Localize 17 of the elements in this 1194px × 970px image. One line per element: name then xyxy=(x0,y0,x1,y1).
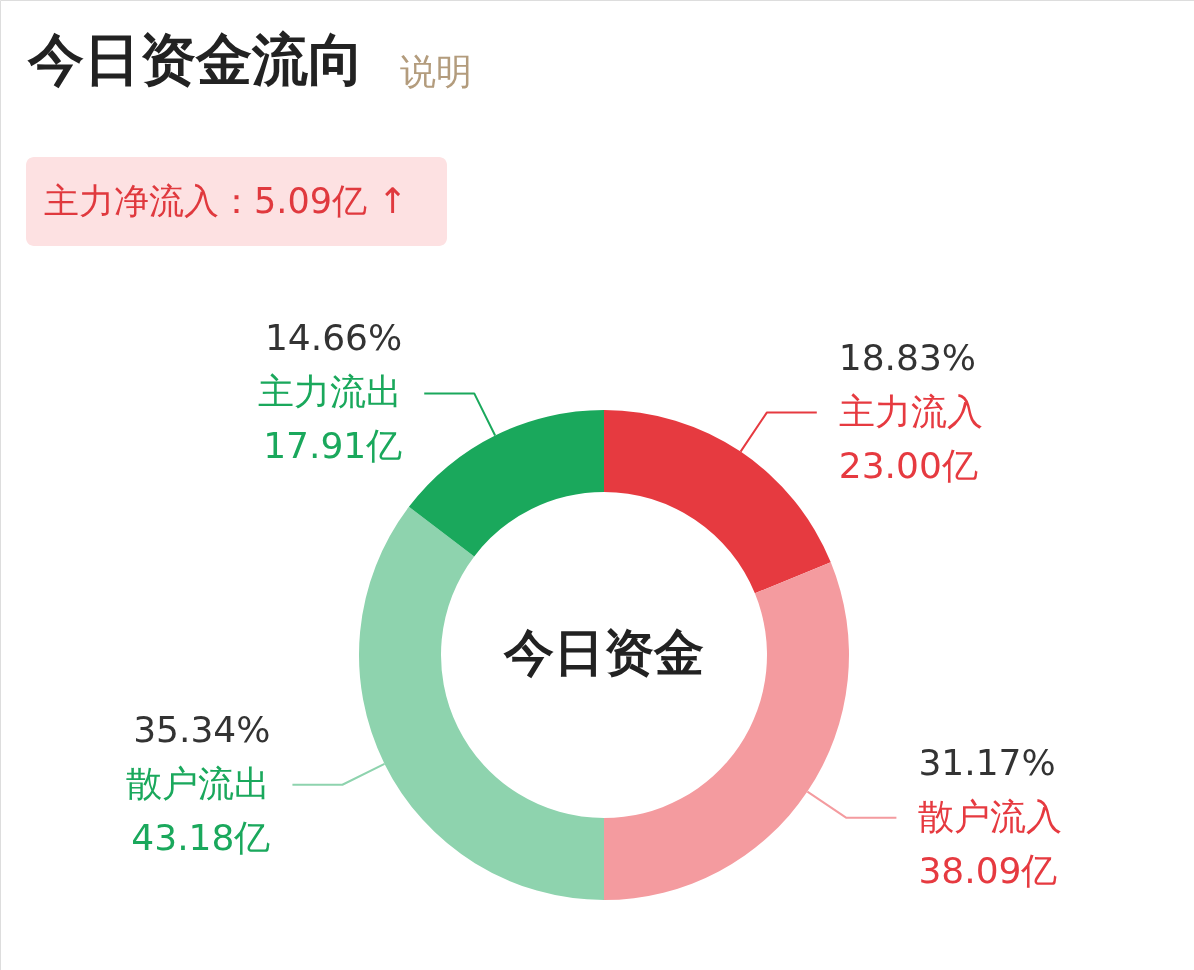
slice-label: 主力流出 xyxy=(258,371,403,413)
slice-label: 散户流入 xyxy=(918,795,1063,837)
text: 31.17% xyxy=(918,741,1056,783)
text: 14.66% xyxy=(264,317,403,359)
slice-label: 散户流出 xyxy=(126,762,271,804)
text: 说明 xyxy=(400,51,472,92)
text: 主力净流入：5.09亿 ↑ xyxy=(44,181,408,221)
text: 18.83% xyxy=(838,336,977,378)
donut-slice xyxy=(604,410,831,594)
data-label: 43.18亿 xyxy=(131,816,271,858)
chart-title: 今日资金流向 xyxy=(27,27,364,92)
text: 35.34% xyxy=(133,708,271,750)
text: 今日资金 xyxy=(503,624,704,682)
data-label: 17.91亿 xyxy=(263,425,403,467)
slice-label: 主力流入 xyxy=(838,390,983,432)
data-label: 38.09亿 xyxy=(918,849,1058,891)
data-label: 23.00亿 xyxy=(838,444,978,486)
